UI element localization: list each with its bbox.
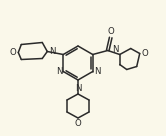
Text: O: O [75, 119, 81, 128]
Text: O: O [107, 27, 114, 35]
Text: N: N [49, 47, 56, 56]
Text: O: O [142, 49, 148, 58]
Text: N: N [56, 67, 62, 76]
Text: N: N [112, 44, 119, 53]
Text: N: N [75, 84, 81, 93]
Text: N: N [94, 67, 100, 76]
Text: O: O [9, 48, 16, 57]
